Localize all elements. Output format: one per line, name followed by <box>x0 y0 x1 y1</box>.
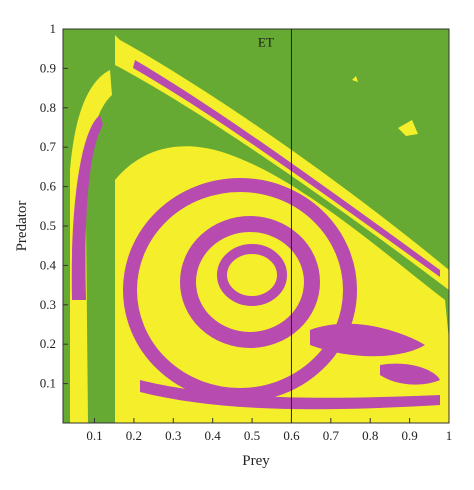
y-tick-label: 0.4 <box>40 257 57 272</box>
yellow-left-arc-outer <box>70 70 112 423</box>
y-tick-label: 0.3 <box>40 297 56 312</box>
yellow-core <box>240 262 264 282</box>
y-tick-label: 0.9 <box>40 60 56 75</box>
x-tick-label: 0.2 <box>126 428 142 443</box>
magenta-lower-band <box>140 380 440 410</box>
x-axis-title: Prey <box>242 453 270 469</box>
yellow-ring <box>151 197 339 373</box>
y-tick-label: 1 <box>50 21 57 36</box>
x-axis: 0.1 0.2 0.3 0.4 0.5 0.6 0.7 0.8 0.9 1 <box>86 418 452 443</box>
magenta-right-blob-2 <box>380 363 440 385</box>
y-tick-label: 0.7 <box>40 139 57 154</box>
y-tick-label: 0.2 <box>40 336 56 351</box>
y-axis-title: Predator <box>14 201 30 252</box>
magenta-right-blob <box>310 323 425 357</box>
y-tick-label: 0.6 <box>40 179 57 194</box>
x-tick-label: 0.4 <box>205 428 222 443</box>
yellow-speck <box>352 76 358 82</box>
x-tick-label: 0.7 <box>323 428 340 443</box>
magenta-ring-mid <box>180 216 320 348</box>
x-tick-label: 0.5 <box>244 428 260 443</box>
magenta-diagonal-stripe <box>133 60 440 277</box>
basin-regions <box>63 29 449 423</box>
magenta-ring-inner <box>217 244 287 306</box>
magenta-left-arc <box>71 115 103 300</box>
yellow-island <box>398 120 418 136</box>
et-annotation: ET <box>258 35 274 50</box>
x-tick-label: 0.8 <box>362 428 378 443</box>
y-tick-label: 0.5 <box>40 218 56 233</box>
x-tick-label: 0.9 <box>401 428 417 443</box>
x-tick-label: 0.1 <box>86 428 102 443</box>
y-tick-label: 0.1 <box>40 376 56 391</box>
x-tick-label: 1 <box>446 428 453 443</box>
x-tick-label: 0.6 <box>283 428 300 443</box>
y-tick-label: 0.8 <box>40 100 56 115</box>
y-axis: 0.1 0.2 0.3 0.4 0.5 0.6 0.7 0.8 0.9 1 <box>40 21 68 391</box>
x-tick-label: 0.3 <box>165 428 181 443</box>
